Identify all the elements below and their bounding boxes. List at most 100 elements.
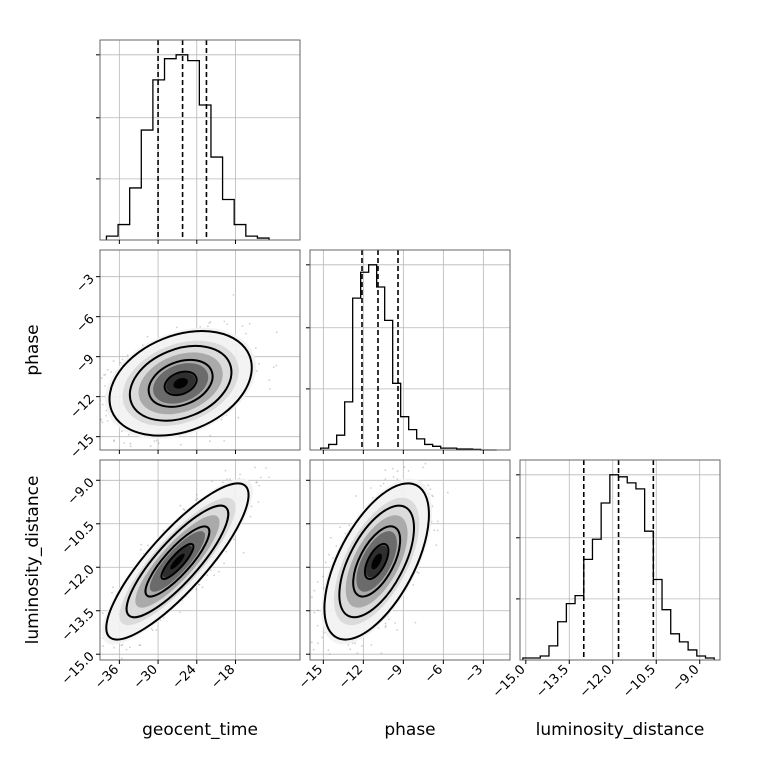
scatter-point bbox=[396, 629, 399, 631]
scatter-point bbox=[272, 366, 275, 368]
scatter-point bbox=[119, 361, 122, 364]
density-ellipse-5 bbox=[170, 553, 185, 570]
contour-3 bbox=[160, 542, 195, 580]
scatter-point bbox=[310, 641, 313, 644]
scatter-point bbox=[112, 360, 115, 362]
scatter-point bbox=[432, 495, 434, 498]
scatter-point bbox=[268, 476, 271, 479]
hist-panel-geocent-time bbox=[96, 39, 301, 244]
scatter-point bbox=[233, 538, 236, 541]
scatter-point bbox=[370, 644, 373, 646]
scatter-point bbox=[223, 562, 226, 565]
scatter-point bbox=[223, 320, 226, 323]
y-tick-label-phase: −15 bbox=[68, 432, 98, 462]
x-tick-label-luminosity-distance: −9.0 bbox=[670, 662, 703, 695]
pair-frame bbox=[99, 249, 301, 451]
contour-0 bbox=[105, 482, 250, 641]
scatter-point bbox=[255, 481, 257, 484]
scatter-point bbox=[392, 476, 395, 478]
x-tick-label-phase: −6 bbox=[422, 662, 446, 686]
scatter-point bbox=[313, 589, 316, 592]
scatter-point bbox=[396, 470, 399, 473]
scatter-point bbox=[414, 621, 417, 624]
scatter-point bbox=[268, 379, 271, 382]
hist-panel-phase bbox=[306, 249, 511, 454]
scatter-point bbox=[279, 457, 281, 459]
contour-1 bbox=[338, 504, 416, 619]
scatter-point bbox=[209, 434, 212, 437]
scatter-point bbox=[113, 646, 115, 649]
scatter-point bbox=[265, 467, 267, 469]
y-tick-label-phase: −6 bbox=[73, 312, 97, 336]
scatter-point bbox=[224, 469, 227, 472]
pair-panel-phase-vs-luminosity-distance bbox=[297, 451, 511, 664]
scatter-point bbox=[195, 588, 198, 591]
scatter-point bbox=[328, 553, 330, 556]
density-ellipse-5 bbox=[173, 378, 188, 389]
scatter-point bbox=[258, 484, 261, 487]
hist-frame bbox=[99, 39, 301, 241]
scatter-point bbox=[335, 545, 338, 547]
scatter-point bbox=[259, 476, 262, 479]
scatter-point bbox=[129, 442, 132, 445]
scatter-point bbox=[403, 466, 406, 468]
contour-1 bbox=[128, 345, 233, 422]
scatter-point bbox=[104, 373, 107, 376]
contour-0 bbox=[323, 482, 430, 641]
scatter-point bbox=[226, 323, 229, 325]
hist-panel-luminosity-distance bbox=[516, 459, 721, 664]
scatter-point bbox=[436, 520, 439, 523]
scatter-point bbox=[127, 433, 130, 436]
y-tick-label-luminosity-distance: −9.0 bbox=[65, 475, 98, 508]
scatter-point bbox=[155, 629, 158, 631]
scatter-point bbox=[347, 644, 350, 646]
scatter-point bbox=[269, 388, 271, 390]
scatter-point bbox=[146, 335, 149, 338]
scatter-point bbox=[245, 332, 247, 335]
scatter-point bbox=[223, 440, 226, 442]
scatter-point bbox=[180, 443, 182, 446]
scatter-point bbox=[407, 451, 409, 453]
scatter-point bbox=[301, 615, 303, 617]
scatter-point bbox=[110, 371, 112, 373]
x-tick-label-luminosity-distance: −15.0 bbox=[490, 662, 529, 701]
scatter-point bbox=[153, 440, 156, 443]
contour-2 bbox=[352, 525, 402, 598]
scatter-point bbox=[417, 572, 420, 574]
scatter-point bbox=[431, 494, 433, 497]
scatter-point bbox=[421, 457, 423, 459]
scatter-point bbox=[382, 482, 385, 485]
x-axis-label-3: luminosity_distance bbox=[536, 720, 705, 740]
scatter-point bbox=[112, 586, 114, 589]
x-tick-label-luminosity-distance: −13.5 bbox=[533, 662, 572, 701]
scatter-point bbox=[388, 618, 390, 621]
scatter-point bbox=[311, 596, 313, 599]
scatter-point bbox=[313, 611, 316, 614]
scatter-point bbox=[427, 484, 430, 487]
contour-2 bbox=[144, 525, 211, 598]
pair-panel-geocent-time-vs-phase bbox=[96, 249, 301, 474]
scatter-point bbox=[164, 472, 166, 474]
x-tick-label-luminosity-distance: −10.5 bbox=[620, 662, 659, 701]
pair-frame bbox=[309, 459, 511, 661]
scatter-point bbox=[149, 445, 152, 448]
scatter-point bbox=[232, 294, 235, 296]
scatter-point bbox=[384, 469, 387, 472]
scatter-point bbox=[74, 695, 76, 697]
scatter-point bbox=[384, 626, 387, 629]
scatter-point bbox=[82, 683, 84, 685]
scatter-point bbox=[151, 629, 154, 632]
scatter-point bbox=[101, 612, 104, 614]
scatter-point bbox=[303, 620, 305, 622]
contour-2 bbox=[147, 358, 214, 408]
x-tick-label-geocent-time: −30 bbox=[131, 662, 161, 692]
scatter-point bbox=[120, 657, 123, 660]
scatter-point bbox=[394, 622, 396, 624]
scatter-point bbox=[297, 657, 299, 659]
scatter-point bbox=[377, 627, 380, 629]
scatter-point bbox=[322, 575, 324, 578]
scatter-point bbox=[102, 645, 104, 647]
scatter-point bbox=[196, 497, 199, 500]
scatter-point bbox=[101, 421, 104, 424]
contour-3 bbox=[163, 370, 198, 397]
